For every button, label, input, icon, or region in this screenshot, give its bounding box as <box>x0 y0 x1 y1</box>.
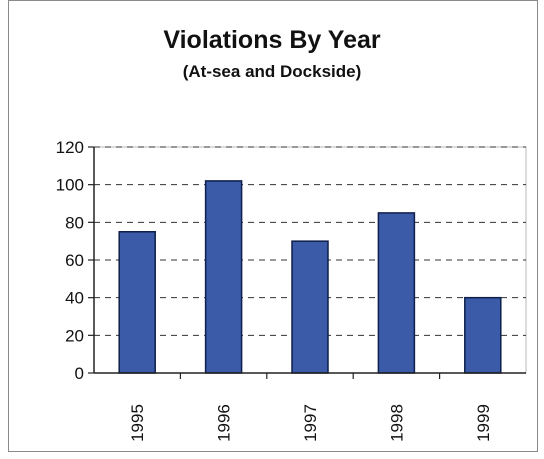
y-tick-label: 60 <box>65 251 84 270</box>
x-tick-label: 1999 <box>474 404 493 442</box>
x-tick-label: 1998 <box>387 404 406 442</box>
chart-frame <box>8 0 538 452</box>
y-tick-label: 0 <box>75 364 84 383</box>
bar <box>464 296 502 374</box>
y-tick-label: 100 <box>56 176 84 195</box>
chart-subtitle: (At-sea and Dockside) <box>182 62 362 81</box>
bar <box>204 180 243 374</box>
bar <box>377 212 416 374</box>
y-tick-label: 120 <box>56 138 84 157</box>
x-tick-label: 1997 <box>301 404 320 442</box>
y-tick-label: 80 <box>65 213 84 232</box>
chart-title: Violations By Year <box>163 26 381 54</box>
bar <box>118 231 156 374</box>
bar <box>291 240 329 374</box>
y-tick-label: 20 <box>65 326 84 345</box>
x-tick-label: 1996 <box>215 404 234 442</box>
y-tick-label: 40 <box>65 289 84 308</box>
x-tick-label: 1995 <box>128 404 147 442</box>
